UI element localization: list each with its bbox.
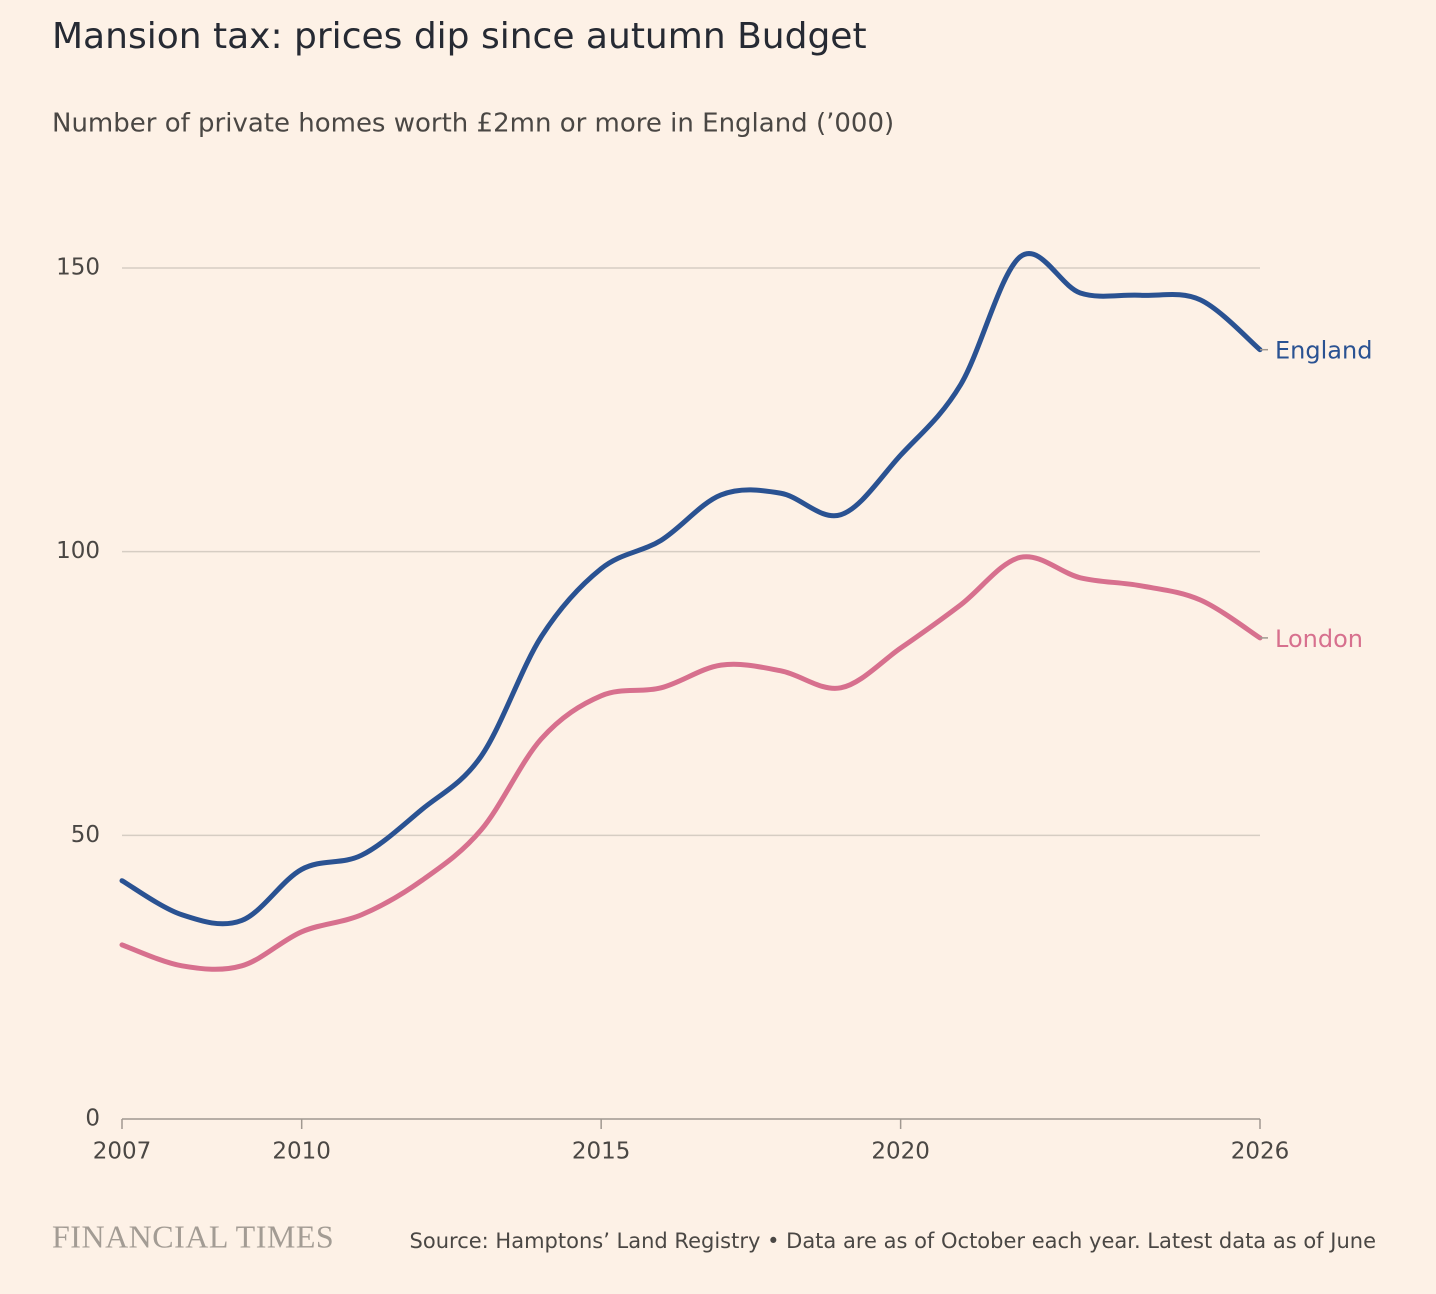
y-tick-label: 150 <box>56 255 100 281</box>
chart-subtitle: Number of private homes worth £2mn or mo… <box>52 109 894 139</box>
source: Source: Hamptons’ Land Registry • Data a… <box>410 1229 1376 1253</box>
chart-title: Mansion tax: prices dip since autumn Bud… <box>52 16 867 57</box>
x-tick-label: 2015 <box>572 1139 631 1165</box>
brand: FINANCIAL TIMES <box>52 1218 334 1254</box>
x-tick-label: 2007 <box>93 1139 152 1165</box>
x-tick-label: 2020 <box>871 1139 930 1165</box>
y-tick-label: 50 <box>71 822 100 848</box>
series-label: London <box>1275 625 1363 653</box>
series-label: England <box>1275 337 1372 365</box>
series-line <box>119 554 1263 972</box>
x-tick-label: 2026 <box>1231 1139 1290 1165</box>
y-tick-label: 0 <box>85 1106 100 1132</box>
series-line <box>119 251 1263 927</box>
y-tick-label: 100 <box>56 538 100 564</box>
x-tick-label: 2010 <box>272 1139 331 1165</box>
